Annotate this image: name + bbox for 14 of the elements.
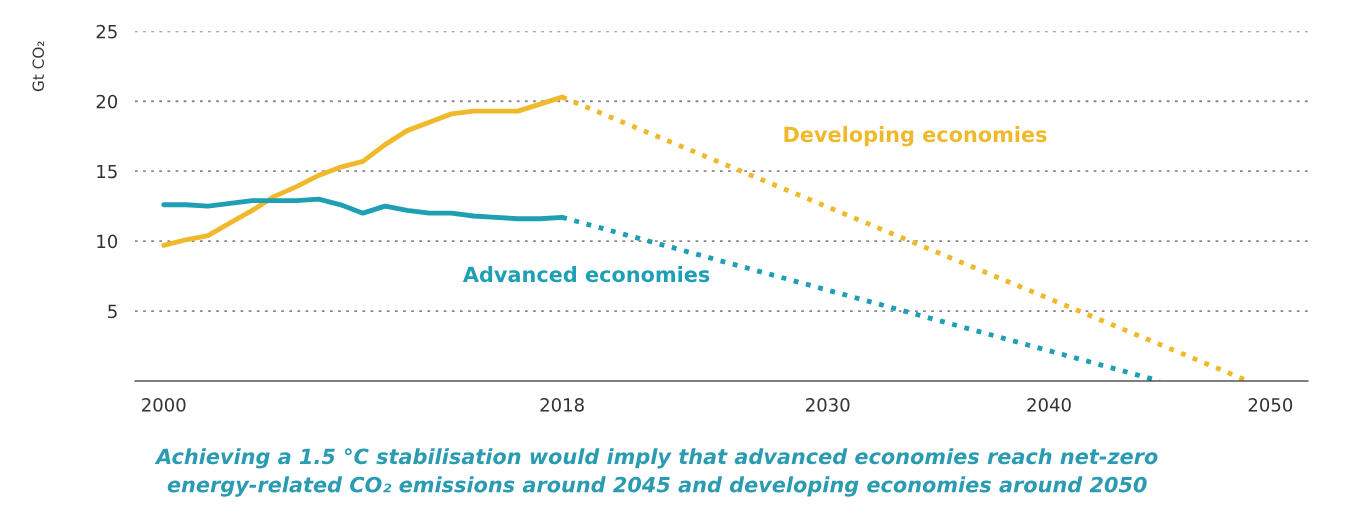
x-tick-label: 2050 (1248, 398, 1293, 412)
y-axis-title: Gt CO₂ (32, 41, 45, 92)
text: Achieving a 1.5 °C stabilisation would imply that advanced economies reach net-zero energy-related CO₂ emissions around 2045 and developing economies around 2050 (154, 448, 1158, 497)
y-tick-label: 20 (96, 94, 118, 109)
x-tick-label: 2018 (540, 398, 584, 412)
y-tick-label: 5 (108, 304, 117, 319)
x-tick-label: 2040 (1027, 398, 1071, 412)
y-tick-label: 10 (97, 234, 118, 249)
y-tick-label: 15 (97, 164, 117, 179)
x-tick-label: 2000 (142, 398, 186, 412)
text: Advanced economies (462, 266, 710, 283)
y-tick-label: 25 (96, 24, 117, 39)
x-tick-label: 2030 (806, 398, 850, 412)
text: Developing economies (784, 126, 1047, 147)
